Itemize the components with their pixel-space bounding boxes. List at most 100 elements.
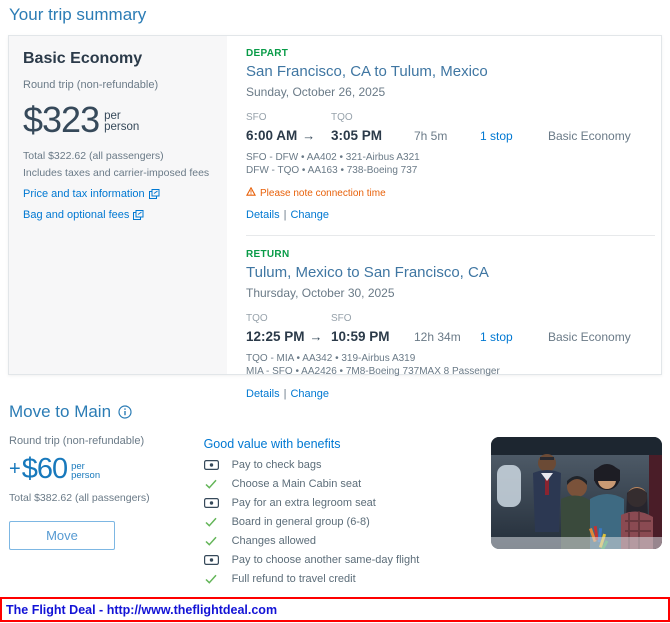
depart-origin-code: SFO: [246, 112, 267, 123]
return-change-link[interactable]: Change: [290, 388, 330, 400]
benefit-row: Full refund to travel credit: [204, 573, 492, 585]
move-total: Total $382.62 (all passengers): [9, 492, 150, 504]
check-icon: [204, 517, 219, 527]
flight-detail-line: SFO - DFW • AA402 • 321-Airbus A321: [246, 152, 420, 163]
fare-price: $323 per person: [23, 99, 213, 141]
trip-summary-card: Basic Economy Round trip (non-refundable…: [8, 35, 662, 400]
return-cabin: Basic Economy: [548, 330, 631, 344]
fee-icon: [203, 459, 219, 470]
return-label: RETURN: [246, 249, 290, 260]
plus-sign: +: [9, 458, 21, 480]
depart-cabin: Basic Economy: [548, 129, 631, 143]
benefit-row: Pay for an extra legroom seat: [203, 496, 492, 509]
info-icon[interactable]: [118, 405, 132, 419]
flight-detail-line: MIA - SFO • AA2426 • 7M8-Boeing 737MAX 8…: [246, 366, 500, 377]
fare-title: Basic Economy: [23, 50, 143, 67]
benefit-row: Board in general group (6-8): [204, 515, 492, 528]
bag-and-optional-fees-link[interactable]: Bag and optional fees: [23, 209, 213, 221]
return-destination-code: SFO: [331, 313, 352, 324]
price-and-tax-link-label: Price and tax information: [23, 188, 145, 200]
cabin-photo: [491, 437, 662, 549]
move-trip-type: Round trip (non-refundable): [9, 435, 145, 447]
benefit-text: Choose a Main Cabin seat: [231, 477, 362, 490]
move-button[interactable]: Move: [9, 521, 115, 550]
move-price: + $60 per person: [9, 453, 195, 486]
flight-detail-line: DFW - TQO • AA163 • 738-Boeing 737: [246, 165, 418, 176]
benefit-row: Choose a Main Cabin seat: [204, 477, 492, 490]
check-icon: [204, 536, 219, 546]
benefit-text: Changes allowed: [231, 534, 316, 547]
arrow-right-icon: →: [309, 329, 323, 344]
flight-deal-banner: The Flight Deal - http://www.theflightde…: [0, 597, 670, 622]
fee-icon: [203, 497, 219, 508]
page-title: Your trip summary: [9, 5, 147, 24]
depart-duration: 7h 5m: [414, 129, 448, 143]
return-duration: 12h 34m: [414, 330, 461, 344]
depart-actions: Details | Change: [246, 209, 655, 221]
return-depart-time: 12:25 PM: [246, 329, 305, 344]
benefits-title: Good value with benefits: [203, 437, 341, 451]
fare-price-amount: $323: [23, 99, 100, 140]
fare-panel: Basic Economy Round trip (non-refundable…: [9, 36, 227, 374]
benefit-row: Pay to check bags: [203, 458, 492, 471]
depart-flight-row: SFO 6:00 AM → TQO 3:05 PM 7h 5m 1 stop Ba…: [246, 112, 655, 145]
popup-window-icon: [148, 189, 160, 199]
connection-warning: Please note connection time: [246, 186, 655, 199]
return-actions: Details | Change: [246, 388, 655, 400]
move-to-main-section: Move to Main Round trip (non-refundable)…: [9, 402, 662, 585]
return-flight-row: TQO 12:25 PM → SFO 10:59 PM 12h 34m 1 sto…: [246, 313, 655, 346]
warning-triangle-icon: [246, 186, 256, 199]
depart-time: 6:00 AM: [246, 128, 298, 143]
connection-warning-text: Please note connection time: [260, 187, 386, 199]
move-pricing: Round trip (non-refundable) + $60 per pe…: [9, 435, 195, 584]
check-icon: [204, 574, 219, 584]
arrow-right-icon: →: [302, 128, 316, 143]
segment-divider: [246, 235, 655, 236]
link-separator: |: [283, 388, 287, 400]
link-separator: |: [283, 209, 287, 221]
benefit-text: Pay for an extra legroom seat: [231, 496, 376, 509]
fare-includes-note: Includes taxes and carrier-imposed fees: [23, 167, 210, 179]
benefit-text: Pay to check bags: [231, 458, 322, 471]
itinerary: DEPART San Francisco, CA to Tulum, Mexic…: [227, 36, 661, 400]
return-arrive-time: 10:59 PM: [331, 329, 390, 344]
return-segment: RETURN Tulum, Mexico to San Francisco, C…: [246, 249, 655, 400]
depart-segment: DEPART San Francisco, CA to Tulum, Mexic…: [246, 48, 655, 221]
per-line2: person: [71, 470, 101, 481]
depart-label: DEPART: [246, 48, 289, 59]
depart-change-link[interactable]: Change: [290, 209, 330, 221]
return-origin-code: TQO: [246, 313, 268, 324]
move-price-amount: $60: [21, 453, 68, 485]
benefit-row: Changes allowed: [204, 534, 492, 547]
depart-flight-details: SFO - DFW • AA402 • 321-Airbus A321 DFW …: [246, 151, 655, 177]
per-line1: per: [71, 460, 85, 472]
return-stops-link[interactable]: 1 stop: [480, 330, 513, 344]
check-icon: [204, 479, 219, 489]
per-line1: per: [104, 109, 121, 122]
price-and-tax-link[interactable]: Price and tax information: [23, 188, 213, 200]
benefit-text: Pay to choose another same-day flight: [231, 553, 420, 566]
depart-route: San Francisco, CA to Tulum, Mexico: [246, 63, 488, 80]
fee-icon: [203, 554, 219, 565]
bag-fees-link-label: Bag and optional fees: [23, 209, 130, 221]
return-details-link[interactable]: Details: [246, 388, 280, 400]
depart-destination-code: TQO: [331, 112, 353, 123]
popup-window-icon: [133, 210, 144, 220]
fare-trip-type: Round trip (non-refundable): [23, 79, 159, 91]
return-flight-details: TQO - MIA • AA342 • 319-Airbus A319 MIA …: [246, 352, 655, 378]
benefits-list: Good value with benefits Pay to check ba…: [203, 435, 492, 585]
move-section-title: Move to Main: [9, 402, 112, 421]
flight-deal-link[interactable]: The Flight Deal - http://www.theflightde…: [6, 602, 278, 617]
move-price-unit: per person: [71, 460, 101, 481]
return-route: Tulum, Mexico to San Francisco, CA: [246, 264, 489, 281]
benefit-text: Board in general group (6-8): [231, 515, 370, 528]
flight-detail-line: TQO - MIA • AA342 • 319-Airbus A319: [246, 353, 416, 364]
arrive-time: 3:05 PM: [331, 128, 383, 143]
return-date: Thursday, October 30, 2025: [246, 286, 395, 300]
per-line2: person: [104, 121, 140, 133]
depart-details-link[interactable]: Details: [246, 209, 280, 221]
depart-stops-link[interactable]: 1 stop: [480, 129, 513, 143]
depart-date: Sunday, October 26, 2025: [246, 85, 386, 99]
fare-price-unit: per person: [104, 109, 140, 134]
fare-total: Total $322.62 (all passengers): [23, 150, 164, 162]
